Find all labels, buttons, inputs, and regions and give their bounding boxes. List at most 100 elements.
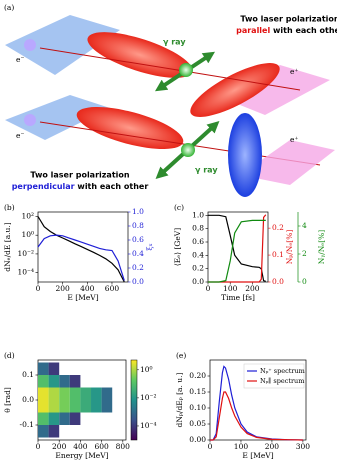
heat-cell bbox=[69, 412, 81, 425]
legend-box bbox=[243, 363, 305, 389]
heat-cell bbox=[91, 400, 102, 413]
heat-cell bbox=[38, 362, 49, 375]
electron-label: e⁻ bbox=[16, 55, 24, 64]
y2-tick-label: 0.6 bbox=[132, 235, 144, 244]
y-tick-label: -0.1 bbox=[20, 420, 34, 429]
x-tick-label: 0 bbox=[36, 284, 41, 293]
y2-axis-label: ξₓ bbox=[145, 243, 154, 250]
x-axis-label: E [MeV] bbox=[242, 451, 273, 460]
electron-plane bbox=[5, 95, 110, 140]
y-tick-label: 1.0 bbox=[192, 210, 204, 219]
y2-tick-label: 0.1 bbox=[272, 250, 284, 259]
y-tick-label: 0.20 bbox=[189, 371, 206, 380]
x-tick-label: 0 bbox=[206, 284, 211, 293]
y-tick-label: 10⁰ bbox=[21, 230, 34, 239]
y-tick-label: 10⁻⁴ bbox=[17, 268, 34, 277]
y-axis-label: θ [rad] bbox=[3, 387, 12, 413]
x-tick-label: 200 bbox=[245, 284, 260, 293]
laser bbox=[228, 113, 262, 197]
x-axis-label: E [MeV] bbox=[67, 293, 98, 302]
colorbar-tick-label: 10⁻⁴ bbox=[140, 421, 157, 430]
y-axis-label: ⟨Eₑ⟩ [GeV] bbox=[173, 228, 182, 266]
y2-tick-label: 0.2 bbox=[132, 263, 144, 272]
caption: Two laser polarization bbox=[240, 15, 337, 24]
colorbar bbox=[130, 359, 138, 441]
y3-tick-label: 0 bbox=[302, 277, 307, 286]
x-tick-label: 600 bbox=[105, 284, 120, 293]
heat-cell bbox=[80, 400, 92, 413]
legend-label: Nₚ∥ spectrum bbox=[260, 377, 304, 385]
data-line bbox=[208, 214, 267, 283]
gamma-label: γ ray bbox=[195, 166, 218, 175]
gamma-label: γ ray bbox=[163, 38, 186, 47]
heat-cell bbox=[48, 412, 60, 425]
y-tick-label: 0.8 bbox=[192, 224, 204, 233]
heat-cell bbox=[59, 412, 70, 425]
caption: parallel with each other bbox=[236, 26, 337, 35]
x-axis-label: Energy [MeV] bbox=[55, 451, 108, 460]
diagram-a: (a) e⁻ γ ray e⁺ Two laser polarization p… bbox=[4, 3, 337, 197]
laser bbox=[87, 32, 193, 78]
heat-cell bbox=[91, 387, 102, 400]
x-tick-label: 600 bbox=[94, 442, 109, 451]
y-axis-label: dNₚ/dEₚ [a. u.] bbox=[175, 373, 184, 428]
y-tick-label: 0.0 bbox=[192, 277, 204, 286]
caption: with each other bbox=[77, 182, 148, 191]
y2-tick-label: 1.0 bbox=[132, 207, 144, 216]
heat-cell bbox=[48, 375, 60, 388]
x-tick-label: 200 bbox=[265, 442, 280, 451]
x-tick-label: 300 bbox=[296, 442, 311, 451]
y-tick-label: 0.4 bbox=[192, 250, 204, 259]
heat-cell bbox=[48, 400, 60, 413]
plot-frame bbox=[207, 211, 269, 283]
caption: perpendicular with each other bbox=[12, 182, 149, 191]
y-tick-label: 0.1 bbox=[22, 370, 34, 379]
electron bbox=[24, 114, 36, 126]
plot-frame bbox=[209, 359, 307, 441]
heat-cell bbox=[69, 387, 81, 400]
heat-cell bbox=[69, 400, 81, 413]
y-tick-label: 0.15 bbox=[189, 387, 206, 396]
y-tick-label: 0.05 bbox=[189, 419, 206, 428]
y3-axis-label: Nᵧ/Nₑ[%] bbox=[317, 230, 326, 264]
y2-tick-label: 0.2 bbox=[272, 223, 284, 232]
heat-cell bbox=[38, 412, 49, 425]
colorbar-tick-label: 10⁰ bbox=[140, 365, 153, 374]
y2-tick-label: 0.4 bbox=[132, 249, 144, 258]
y3-tick-label: 4 bbox=[302, 221, 307, 230]
heat-cell bbox=[101, 400, 113, 413]
x-tick-label: 800 bbox=[116, 442, 131, 451]
heat-cell bbox=[59, 387, 70, 400]
data-line bbox=[208, 219, 266, 283]
y-tick-label: 10⁻² bbox=[17, 249, 34, 258]
x-tick-label: 0 bbox=[208, 442, 213, 451]
panel-label: (e) bbox=[176, 351, 186, 360]
heat-cell bbox=[38, 425, 49, 438]
y-tick-label: 0.0 bbox=[22, 395, 34, 404]
positron-label: e⁺ bbox=[290, 135, 298, 144]
data-line bbox=[37, 216, 125, 283]
colorbar-tick-label: 10⁻² bbox=[140, 393, 157, 402]
gamma-source bbox=[179, 63, 193, 77]
positron-label: e⁺ bbox=[290, 67, 298, 76]
gamma-source bbox=[181, 143, 195, 157]
heat-cell bbox=[38, 387, 49, 400]
heat-cell bbox=[80, 387, 92, 400]
x-tick-label: 200 bbox=[55, 284, 70, 293]
y3-tick-label: 2 bbox=[302, 249, 307, 258]
data-line bbox=[37, 234, 125, 281]
positron-plane bbox=[240, 140, 335, 185]
panel-label: (b) bbox=[4, 203, 15, 212]
y2-axis-label: Nₚ/Nₑ[%] bbox=[285, 230, 294, 265]
caption-highlight: parallel bbox=[236, 26, 270, 35]
y-tick-label: 0.00 bbox=[189, 435, 206, 444]
data-line bbox=[210, 391, 303, 441]
positron-plane bbox=[215, 65, 330, 115]
panel-label: (c) bbox=[174, 203, 184, 212]
electron-plane bbox=[5, 15, 120, 75]
heat-cell bbox=[69, 375, 81, 388]
x-tick-label: 400 bbox=[73, 442, 88, 451]
y2-tick-label: 0.0 bbox=[272, 277, 284, 286]
caption-highlight: perpendicular bbox=[12, 182, 75, 191]
